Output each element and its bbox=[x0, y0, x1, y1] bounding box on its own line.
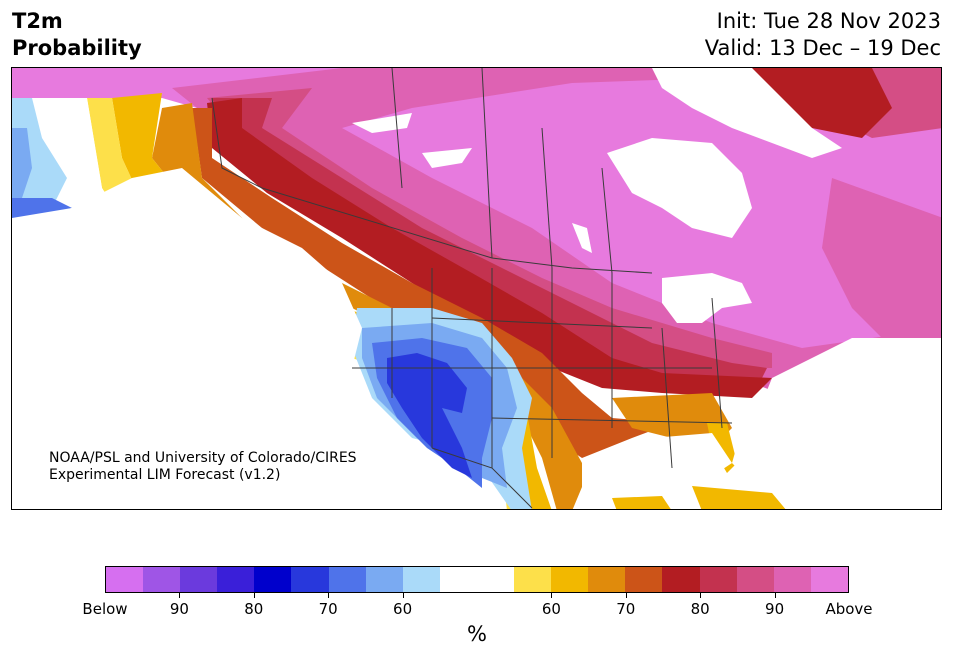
colorbar-tick-label: 90 bbox=[169, 600, 189, 618]
colorbar-tick-label: Below bbox=[82, 600, 128, 618]
region-above-90-east bbox=[822, 178, 941, 348]
colorbar-tick-mark bbox=[179, 593, 181, 598]
colorbar-segment bbox=[439, 567, 477, 592]
colorbar-tick-mark bbox=[625, 593, 627, 598]
region-above-60-cuba bbox=[692, 486, 786, 509]
credit-line1: NOAA/PSL and University of Colorado/CIRE… bbox=[49, 450, 357, 466]
forecast-dates: Init: Tue 28 Nov 2023 Valid: 13 Dec – 19… bbox=[705, 8, 941, 62]
colorbar-segment bbox=[699, 567, 737, 592]
colorbar-segment bbox=[328, 567, 366, 592]
region-below-70-sw bbox=[387, 353, 472, 478]
map-title: T2m Probability bbox=[12, 8, 142, 62]
colorbar-segment bbox=[810, 567, 848, 592]
colorbar-tick-mark bbox=[551, 593, 553, 598]
colorbar-segment bbox=[514, 567, 552, 592]
colorbar-tick-mark bbox=[328, 593, 330, 598]
colorbar-segment bbox=[106, 567, 144, 592]
hudson-bay bbox=[607, 138, 752, 238]
ocean-atlantic bbox=[732, 338, 941, 509]
credit-text: NOAA/PSL and University of Colorado/CIRE… bbox=[49, 450, 357, 484]
colorbar-segment bbox=[217, 567, 255, 592]
great-slave-lake bbox=[422, 148, 472, 168]
colorbar-tick-label: 90 bbox=[765, 600, 785, 618]
lake-winnipeg bbox=[572, 223, 592, 253]
baffin-water bbox=[652, 68, 842, 158]
colorbar-segment bbox=[773, 567, 811, 592]
colorbar-tick-label: 70 bbox=[616, 600, 636, 618]
colorbar-segment bbox=[625, 567, 663, 592]
colorbar bbox=[105, 566, 849, 593]
region-above-90 bbox=[172, 68, 941, 398]
colorbar-unit: % bbox=[467, 622, 487, 646]
colorbar-tick-mark bbox=[700, 593, 702, 598]
init-date: Init: Tue 28 Nov 2023 bbox=[716, 9, 941, 33]
title-product: Probability bbox=[12, 36, 142, 60]
valid-range: Valid: 13 Dec – 19 Dec bbox=[704, 36, 941, 60]
probability-map bbox=[11, 67, 942, 510]
region-below-60-alaska bbox=[12, 128, 32, 198]
region-below-65-alaska bbox=[12, 198, 72, 218]
colorbar-segment bbox=[365, 567, 403, 592]
ocean-gulf bbox=[572, 433, 732, 509]
great-lakes bbox=[662, 273, 752, 323]
colorbar-segment bbox=[588, 567, 626, 592]
colorbar-tick-mark bbox=[774, 593, 776, 598]
region-above-80 bbox=[212, 98, 767, 388]
colorbar-tick-label: 80 bbox=[244, 600, 264, 618]
colorbar-tick-label: 60 bbox=[541, 600, 561, 618]
title-variable: T2m bbox=[12, 9, 63, 33]
colorbar-segment bbox=[143, 567, 181, 592]
colorbar-tick-label: Above bbox=[825, 600, 873, 618]
ocean-pacific bbox=[12, 168, 482, 509]
colorbar-segment bbox=[180, 567, 218, 592]
region-above-75-greenland bbox=[752, 68, 892, 138]
colorbar-segment bbox=[551, 567, 589, 592]
region-above-60-caribbean bbox=[612, 496, 671, 509]
colorbar-segment bbox=[291, 567, 329, 592]
colorbar-tick-mark bbox=[253, 593, 255, 598]
region-above-65 bbox=[152, 103, 582, 509]
colorbar-tick-label: 60 bbox=[393, 600, 413, 618]
colorbar-tick-label: 80 bbox=[690, 600, 710, 618]
colorbar-segment bbox=[476, 567, 515, 592]
colorbar-tick-label: 70 bbox=[318, 600, 338, 618]
colorbar-segment bbox=[254, 567, 292, 592]
political-borders bbox=[211, 68, 733, 509]
colorbar-segment bbox=[736, 567, 774, 592]
map-svg bbox=[12, 68, 941, 509]
colorbar-segment bbox=[662, 567, 700, 592]
colorbar-tick-mark bbox=[402, 593, 404, 598]
credit-line2: Experimental LIM Forecast (v1.2) bbox=[49, 467, 281, 483]
colorbar-segment bbox=[402, 567, 440, 592]
